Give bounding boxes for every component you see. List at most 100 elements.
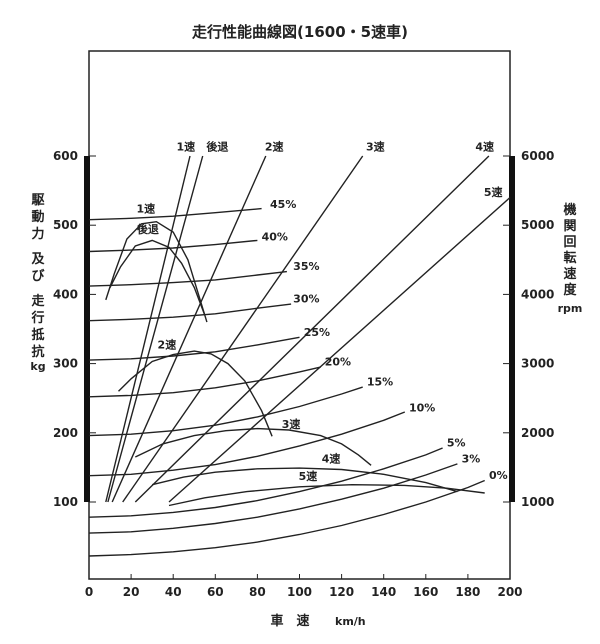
engine-speed-line bbox=[107, 155, 204, 503]
left-scale-bar bbox=[84, 156, 90, 502]
y-axis-right-char: 回 bbox=[563, 235, 576, 250]
x-tick-label: 20 bbox=[123, 585, 140, 599]
x-tick-label: 60 bbox=[207, 585, 224, 599]
gear-line-label: 5速 bbox=[484, 185, 503, 199]
x-axis-ticks: 0 20 40 60 80 100 120 140 160 180 200 bbox=[85, 574, 523, 599]
resistance-curve bbox=[88, 207, 262, 221]
y-left-tick-label: 600 bbox=[53, 149, 78, 163]
y-right-tick-label: 1000 bbox=[521, 495, 554, 509]
y-axis-left-ticks: 100 200 300 400 500 600 bbox=[53, 149, 96, 509]
drive-curve-label: 5速 bbox=[299, 469, 318, 483]
y-axis-right-char: 速 bbox=[563, 266, 576, 282]
drive-curve-label: 1速 bbox=[137, 202, 156, 216]
drive-curve-label: 4速 bbox=[322, 452, 341, 466]
x-tick-label: 100 bbox=[287, 585, 312, 599]
x-tick-label: 180 bbox=[455, 585, 480, 599]
y-axis-left-char: 駆 bbox=[31, 193, 44, 208]
y-left-tick-label: 500 bbox=[53, 218, 78, 232]
drive-curve-label: 後退 bbox=[137, 222, 159, 236]
resistance-curve bbox=[88, 386, 363, 437]
y-axis-left-char: 抵 bbox=[31, 327, 44, 343]
y-axis-left-unit: kg bbox=[30, 360, 45, 373]
drive-force-curve bbox=[105, 220, 208, 323]
y-axis-left-char: 抗 bbox=[31, 344, 44, 360]
y-left-tick-label: 400 bbox=[53, 287, 78, 301]
resistance-label: 3% bbox=[462, 453, 481, 466]
x-tick-label: 80 bbox=[249, 585, 266, 599]
y-left-tick-label: 200 bbox=[53, 426, 78, 440]
y-right-tick-label: 3000 bbox=[521, 357, 554, 371]
y-right-tick-label: 2000 bbox=[521, 426, 554, 440]
x-tick-label: 160 bbox=[413, 585, 438, 599]
gear-line-label: 1速 bbox=[177, 139, 196, 153]
x-tick-label: 0 bbox=[85, 585, 93, 599]
y-axis-left-char: 力 bbox=[31, 226, 44, 242]
drive-curve-label: 3速 bbox=[282, 417, 301, 431]
drive-force-curve bbox=[118, 350, 273, 437]
engine-speed-lines bbox=[105, 155, 511, 503]
x-tick-label: 140 bbox=[371, 585, 396, 599]
drive-force-curve bbox=[109, 239, 206, 316]
y-axis-left-char: 及 bbox=[31, 252, 45, 267]
y-left-tick-label: 300 bbox=[53, 357, 78, 371]
gear-line-label: 3速 bbox=[366, 139, 385, 153]
y-right-tick-label: 5000 bbox=[521, 218, 554, 232]
gear-line-label: 後退 bbox=[206, 139, 228, 153]
x-axis-unit: km/h bbox=[335, 615, 366, 628]
running-resistance-curves bbox=[88, 207, 485, 557]
drive-force-curve bbox=[134, 427, 372, 466]
y-axis-left-char: 動 bbox=[31, 209, 44, 225]
drive-force-curve bbox=[168, 483, 485, 507]
resistance-label: 30% bbox=[293, 293, 319, 306]
y-axis-right-char: 転 bbox=[563, 250, 576, 266]
y-right-tick-label: 4000 bbox=[521, 287, 554, 301]
y-axis-left-char: 行 bbox=[30, 310, 44, 326]
y-right-tick-label: 6000 bbox=[521, 149, 554, 163]
y-axis-right-char: 機 bbox=[563, 202, 576, 218]
resistance-label: 45% bbox=[270, 198, 296, 211]
y-left-tick-label: 100 bbox=[53, 495, 78, 509]
right-scale-bar bbox=[509, 156, 515, 502]
resistance-curve bbox=[88, 463, 458, 534]
resistance-label: 0% bbox=[489, 469, 508, 482]
resistance-curve bbox=[88, 239, 258, 253]
y-axis-right-ticks: 1000 2000 3000 4000 5000 6000 bbox=[503, 149, 554, 509]
resistance-curve bbox=[88, 411, 406, 477]
x-tick-label: 40 bbox=[165, 585, 182, 599]
engine-speed-line bbox=[134, 155, 490, 503]
gear-line-label: 4速 bbox=[475, 139, 494, 153]
engine-speed-line bbox=[105, 155, 191, 503]
gear-line-label: 2速 bbox=[265, 139, 284, 153]
chart-title: 走行性能曲線図(1600・5速車) bbox=[192, 23, 408, 41]
x-tick-label: 200 bbox=[497, 585, 522, 599]
resistance-curve bbox=[88, 479, 485, 557]
engine-speed-line bbox=[111, 155, 267, 503]
resistance-label: 5% bbox=[447, 437, 466, 450]
resistance-curve bbox=[88, 336, 300, 361]
resistance-label: 15% bbox=[367, 376, 393, 389]
resistance-label: 40% bbox=[262, 230, 288, 243]
y-axis-right-char: 関 bbox=[563, 219, 576, 234]
x-tick-label: 120 bbox=[329, 585, 354, 599]
y-axis-right-unit: rpm bbox=[558, 302, 583, 315]
x-axis-label: 車 速 bbox=[270, 613, 309, 629]
drive-force-curves bbox=[105, 220, 485, 507]
engine-speed-line bbox=[168, 196, 511, 503]
resistance-label: 25% bbox=[304, 326, 330, 339]
drive-force-curve bbox=[152, 467, 458, 493]
y-axis-left-char: 走 bbox=[31, 293, 45, 309]
resistance-label: 20% bbox=[325, 356, 351, 369]
plot-frame bbox=[88, 50, 511, 580]
resistance-curve bbox=[88, 303, 292, 322]
y-axis-left-char: び bbox=[31, 269, 45, 284]
resistance-curve bbox=[88, 366, 321, 398]
resistance-label: 10% bbox=[409, 401, 435, 414]
drive-curve-label: 2速 bbox=[158, 337, 177, 351]
resistance-curve bbox=[88, 270, 287, 287]
resistance-label: 35% bbox=[293, 260, 319, 273]
resistance-curve bbox=[88, 447, 443, 518]
x-axis-title: 車 速 km/h bbox=[270, 613, 365, 629]
